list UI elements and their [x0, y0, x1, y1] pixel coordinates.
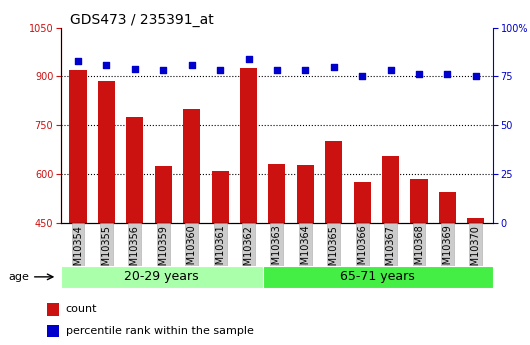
Bar [69, 70, 86, 345]
Bar [155, 166, 172, 345]
Point [188, 62, 196, 67]
Bar [126, 117, 143, 345]
Text: 20-29 years: 20-29 years [125, 270, 199, 283]
Text: GSM10362: GSM10362 [243, 225, 253, 278]
Bar [382, 156, 399, 345]
Point [443, 72, 452, 77]
Text: GSM10366: GSM10366 [357, 225, 367, 277]
Bar [183, 109, 200, 345]
Point [244, 56, 253, 61]
Bar [240, 68, 257, 345]
Text: GSM10363: GSM10363 [272, 225, 282, 277]
Bar [325, 141, 342, 345]
Text: GSM10354: GSM10354 [73, 225, 83, 278]
Bar [467, 218, 484, 345]
Text: GSM10365: GSM10365 [329, 225, 339, 278]
Bar [262, 266, 493, 288]
Bar [297, 165, 314, 345]
Point [159, 68, 167, 73]
Point [358, 73, 366, 79]
Bar [411, 179, 428, 345]
Bar [47, 325, 59, 337]
Point [273, 68, 281, 73]
Text: GSM10370: GSM10370 [471, 225, 481, 278]
Text: GSM10369: GSM10369 [443, 225, 453, 277]
Point [415, 72, 423, 77]
Text: GSM10361: GSM10361 [215, 225, 225, 277]
Text: age: age [8, 272, 29, 282]
Bar [98, 81, 115, 345]
Text: GSM10360: GSM10360 [187, 225, 197, 277]
Bar [268, 164, 286, 345]
Text: GSM10355: GSM10355 [101, 225, 111, 278]
Text: count: count [66, 304, 97, 314]
Point [386, 68, 395, 73]
Point [102, 62, 111, 67]
Point [330, 64, 338, 69]
Text: 65-71 years: 65-71 years [340, 270, 415, 283]
Text: GSM10368: GSM10368 [414, 225, 424, 277]
Text: percentile rank within the sample: percentile rank within the sample [66, 326, 253, 336]
Bar [354, 182, 370, 345]
Point [301, 68, 310, 73]
Point [216, 68, 224, 73]
Bar [211, 170, 228, 345]
Text: GSM10359: GSM10359 [158, 225, 168, 278]
Text: GDS473 / 235391_at: GDS473 / 235391_at [69, 12, 214, 27]
Bar [61, 266, 262, 288]
Point [130, 66, 139, 71]
Text: GSM10367: GSM10367 [386, 225, 395, 278]
Point [472, 73, 480, 79]
Bar [47, 303, 59, 316]
Text: GSM10364: GSM10364 [301, 225, 311, 277]
Point [74, 58, 82, 63]
Bar [439, 192, 456, 345]
Text: GSM10356: GSM10356 [130, 225, 140, 278]
